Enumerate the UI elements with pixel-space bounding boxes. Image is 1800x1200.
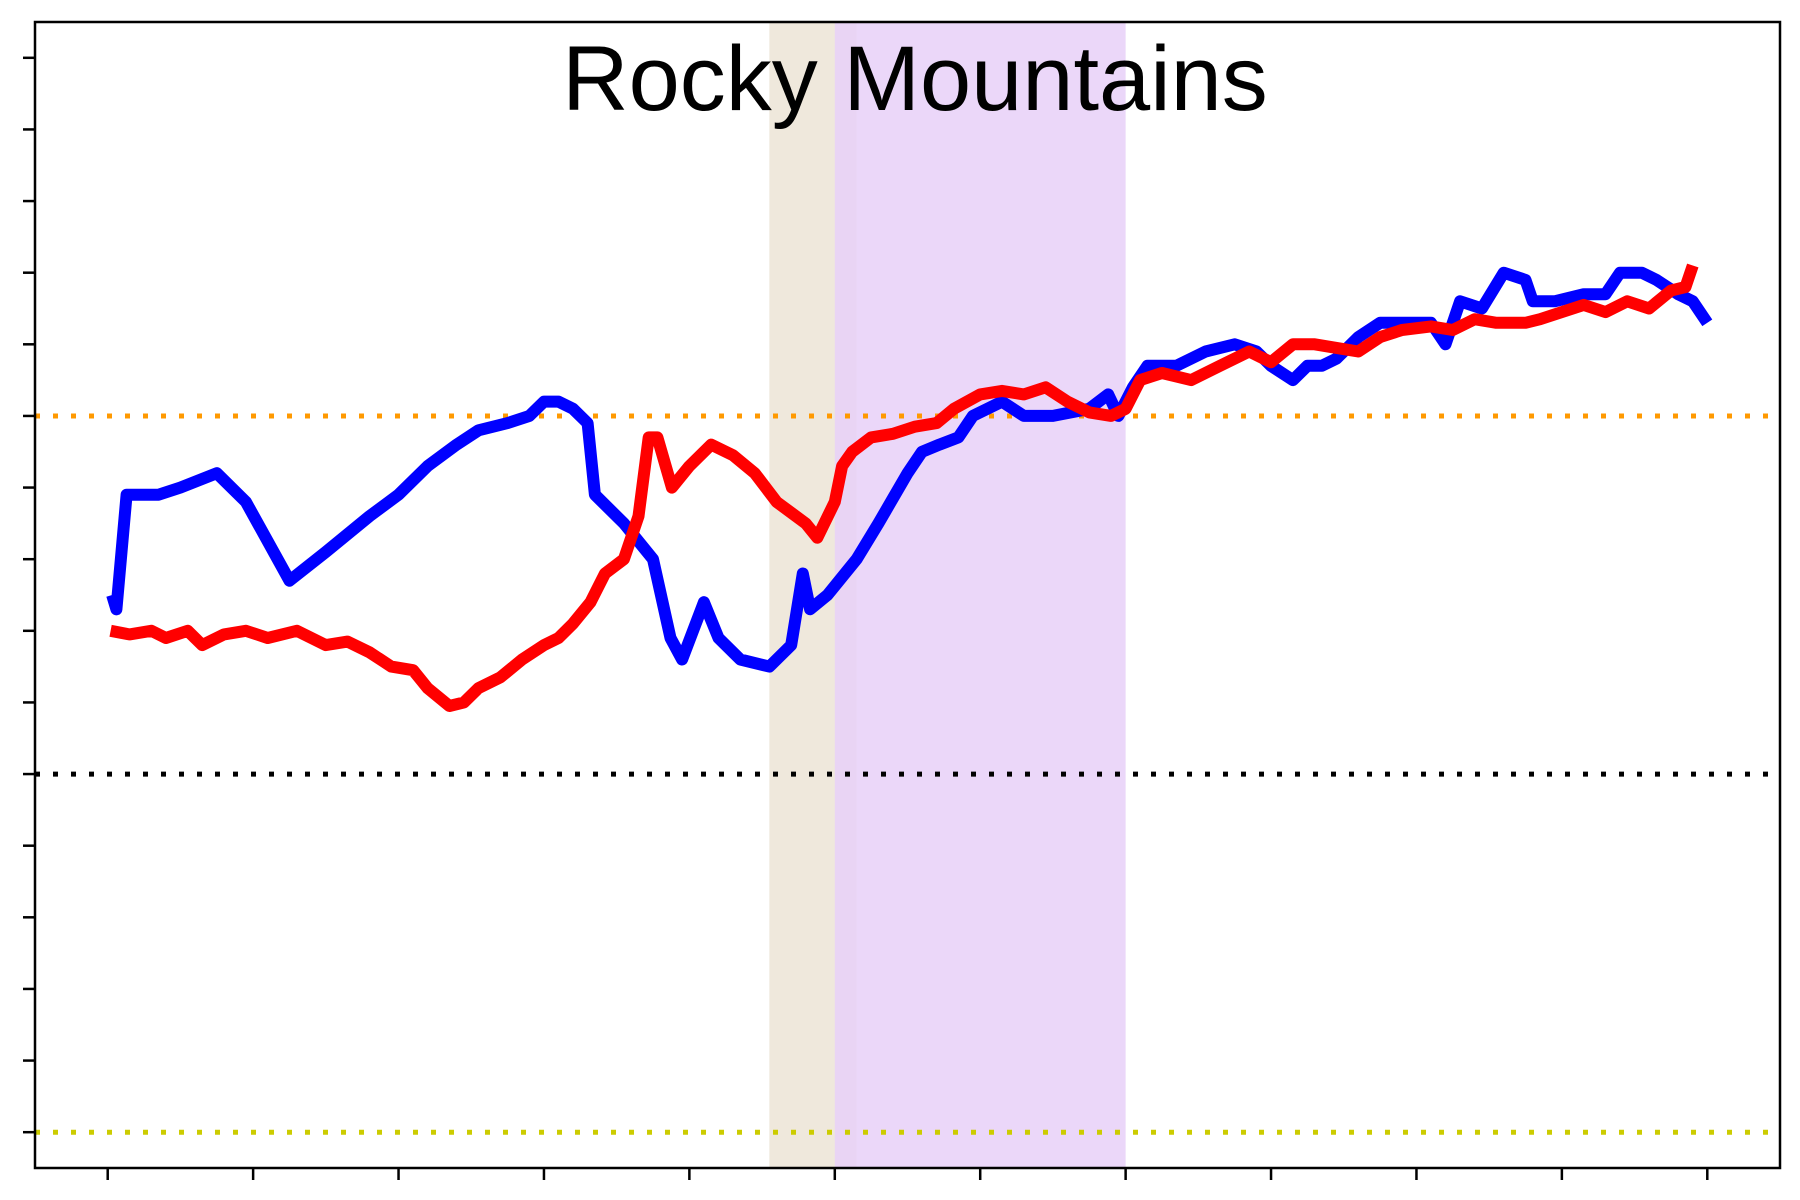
data-series (106, 263, 1713, 712)
plot-border (33, 20, 1782, 1170)
reference-lines (35, 413, 1780, 1135)
shaded-regions (769, 22, 1126, 1168)
y-axis-ticks (23, 56, 35, 1134)
series-line-1 (106, 266, 1713, 673)
series-line-2 (109, 263, 1699, 712)
shaded-region-2 (834, 22, 1126, 1168)
chart-title: Rocky Mountains (562, 28, 1268, 130)
x-axis-ticks (106, 1168, 1709, 1180)
